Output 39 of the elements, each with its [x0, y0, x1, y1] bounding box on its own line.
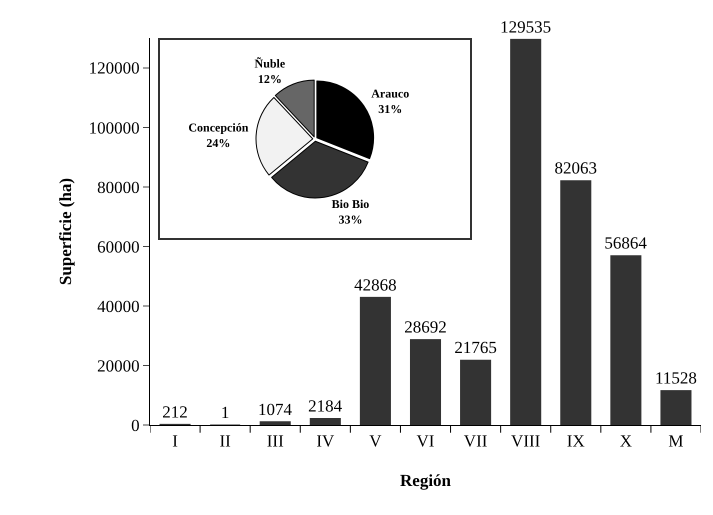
y-tick-label: 20000: [97, 356, 140, 376]
x-tick-label: I: [172, 431, 178, 450]
data-label: 2184: [308, 396, 343, 416]
slice-label: Concepción: [188, 120, 249, 134]
data-label: 82063: [554, 158, 598, 178]
y-tick-label: 80000: [97, 178, 140, 197]
x-tick-label: II: [219, 431, 232, 450]
data-label: 21765: [454, 338, 497, 358]
data-label: 24%: [206, 136, 230, 150]
x-tick-label: X: [620, 431, 632, 450]
data-label: 212: [162, 402, 188, 422]
slice-label: Bio Bio: [332, 196, 370, 211]
data-label: 42868: [354, 275, 397, 294]
y-tick-label: 60000: [97, 237, 140, 256]
data-label: 11528: [655, 368, 697, 388]
y-tick-label: 40000: [97, 296, 140, 316]
y-tick-label: 120000: [88, 58, 140, 78]
x-tick-label: M: [668, 431, 684, 450]
data-label: 1: [220, 403, 230, 422]
data-label: 12%: [258, 72, 282, 86]
x-tick-label: IX: [566, 431, 585, 450]
x-axis-title: Región: [400, 471, 452, 490]
data-label: 56864: [604, 234, 648, 253]
data-label: 33%: [338, 212, 362, 227]
x-tick-label: VI: [416, 431, 435, 450]
x-tick-label: III: [266, 431, 284, 450]
x-tick-label: VIII: [511, 431, 541, 450]
slice-label: Arauco: [371, 86, 410, 100]
data-label: 31%: [378, 102, 402, 116]
y-tick-label: 100000: [88, 118, 140, 138]
y-axis-title: Superficie (ha): [56, 178, 76, 286]
x-tick-label: V: [369, 431, 382, 450]
x-tick-label: IV: [316, 431, 336, 450]
slice-label: Ñuble: [254, 56, 286, 71]
data-label: 28692: [404, 318, 447, 337]
data-label: 129535: [500, 17, 552, 36]
y-tick-label: 0: [131, 416, 140, 435]
data-label: 1074: [258, 400, 292, 419]
x-tick-label: VII: [464, 431, 488, 450]
